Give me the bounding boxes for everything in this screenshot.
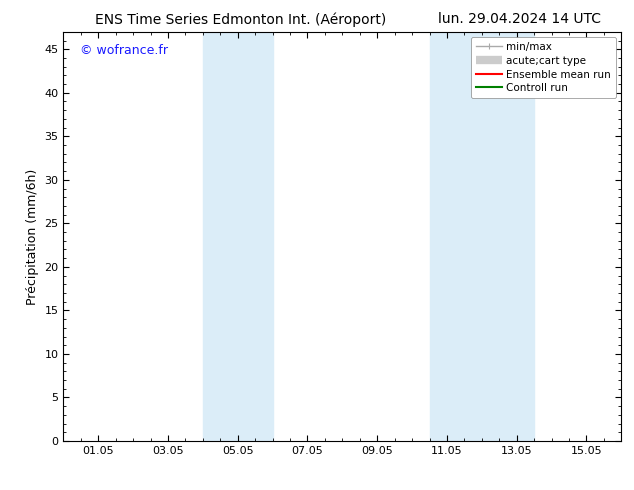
Bar — [429, 32, 534, 441]
Bar — [203, 32, 273, 441]
Text: lun. 29.04.2024 14 UTC: lun. 29.04.2024 14 UTC — [438, 12, 602, 26]
Text: ENS Time Series Edmonton Int. (Aéroport): ENS Time Series Edmonton Int. (Aéroport) — [95, 12, 387, 27]
Y-axis label: Précipitation (mm/6h): Précipitation (mm/6h) — [26, 168, 39, 305]
Legend: min/max, acute;cart type, Ensemble mean run, Controll run: min/max, acute;cart type, Ensemble mean … — [470, 37, 616, 98]
Text: © wofrance.fr: © wofrance.fr — [80, 44, 168, 57]
